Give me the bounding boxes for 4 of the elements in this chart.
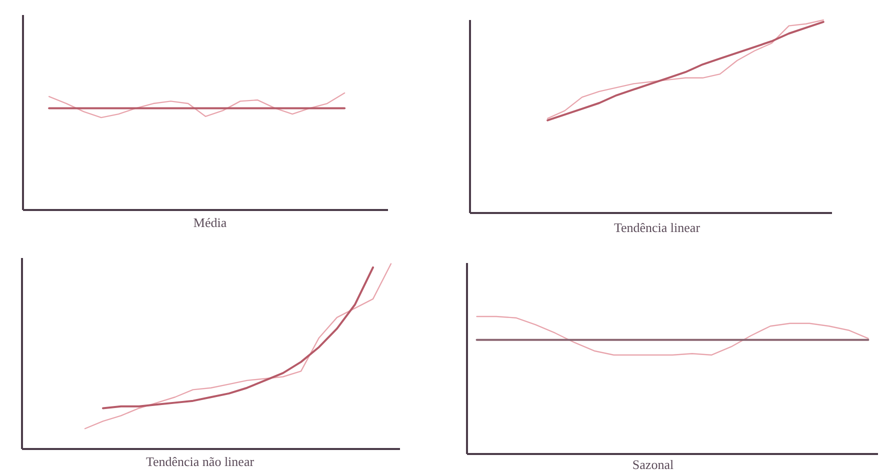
x-axis-title: Tendência linear <box>614 220 701 235</box>
x-axis-title: Tendência não linear <box>146 454 255 469</box>
x-axis-title: Sazonal <box>632 457 674 472</box>
x-axis-title: Média <box>193 215 227 230</box>
